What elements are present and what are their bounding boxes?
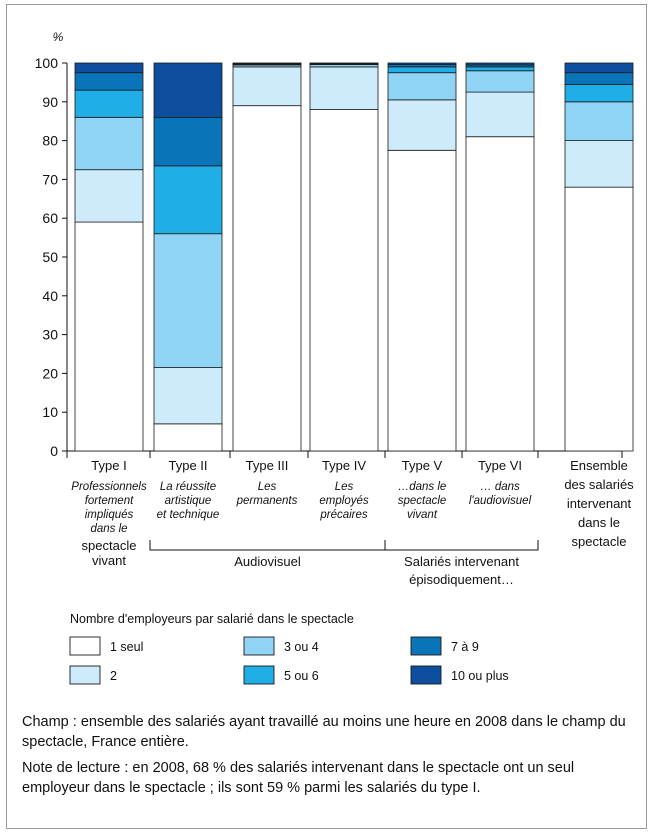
category-description: dans le (90, 523, 127, 535)
bar-segment (153, 116, 223, 167)
bar-segment (465, 91, 535, 138)
legend-swatch (410, 636, 442, 656)
legend-label: 5 ou 6 (284, 669, 319, 683)
category-description: … dans (480, 481, 520, 493)
category-description: spectacle (398, 495, 447, 507)
legend-swatch (243, 665, 275, 685)
bar-segment (387, 72, 457, 101)
bar-segment (465, 70, 535, 93)
y-unit-label: % (53, 30, 64, 44)
bar-segment (309, 66, 379, 110)
legend-label: 10 ou plus (451, 669, 509, 683)
bar-segment (232, 62, 302, 65)
y-tick-label: 40 (42, 288, 58, 304)
category-description: permanents (236, 495, 298, 507)
y-tick-label: 30 (42, 327, 58, 343)
group-bracket (384, 540, 539, 551)
stacked-bar-chart: % 0 10 20 30 40 50 60 70 80 90 100 Type I Professio… (35, 30, 634, 685)
legend-swatch (410, 665, 442, 685)
category-description: La réussite (160, 481, 216, 493)
bar-segment (564, 101, 634, 142)
bar-segment (153, 367, 223, 425)
y-tick-label: 10 (42, 404, 58, 420)
bar-segment (564, 186, 634, 452)
chart-notes: Champ : ensemble des salariés ayant trav… (22, 712, 632, 804)
bar-segment (74, 89, 144, 118)
bar-segment (74, 169, 144, 223)
bar-segment (387, 99, 457, 151)
bar-segment (74, 116, 144, 171)
y-tick-label: 80 (42, 133, 58, 149)
bar-segment (387, 62, 457, 65)
y-tick-label: 50 (42, 249, 58, 265)
category-label: Type V (402, 458, 443, 473)
bar-segment (74, 62, 144, 74)
category-description: spectacle (572, 534, 627, 549)
group-label: Audiovisuel (234, 554, 301, 569)
category-description: artistique (165, 495, 212, 507)
category-label: Type I (91, 458, 126, 473)
category-description: impliqués (85, 509, 134, 521)
legend-label: 1 seul (110, 640, 143, 654)
category-description: employés (319, 495, 368, 507)
y-tick-label: 0 (50, 443, 58, 459)
category-description: intervenant (567, 496, 632, 511)
bar-segment (232, 66, 302, 107)
note-lecture: Note de lecture : en 2008, 68 % des sala… (22, 760, 575, 796)
category-label: Type III (246, 458, 289, 473)
category-description: dans le (578, 515, 620, 530)
bar-segment (387, 66, 457, 74)
bar-segment (153, 165, 223, 235)
bar-segment (153, 233, 223, 368)
bar-segment (232, 105, 302, 452)
bar-segment (564, 140, 634, 188)
bar-segment (564, 72, 634, 85)
category-description: précaires (319, 509, 368, 521)
category-description: spectacle (82, 538, 137, 553)
bar-segment (564, 83, 634, 103)
bar-segment (309, 109, 379, 452)
bar-segment (465, 62, 535, 66)
legend-label: 2 (110, 669, 117, 683)
category-description: fortement (85, 495, 134, 507)
bar-segment (465, 136, 535, 452)
legend-title: Nombre d'employeurs par salarié dans le … (70, 612, 354, 626)
y-tick-label: 20 (42, 365, 58, 381)
group-bracket (149, 540, 386, 551)
bar-segment (74, 221, 144, 452)
category-description: et technique (157, 509, 220, 521)
category-description: Les (258, 481, 277, 493)
bar-segment (564, 62, 634, 74)
category-label: Type IV (322, 458, 366, 473)
y-tick-label: 100 (35, 55, 59, 71)
legend-label: 3 ou 4 (284, 640, 319, 654)
note-champ: Champ : ensemble des salariés ayant trav… (22, 714, 626, 750)
legend-swatch (69, 665, 101, 685)
category-description: Ensemble (570, 458, 628, 473)
category-label: Type II (168, 458, 207, 473)
y-tick-label: 70 (42, 171, 58, 187)
category-description: Professionnels (71, 481, 147, 493)
bar-segment (74, 72, 144, 91)
bar-segment (465, 66, 535, 72)
category-description: vivant (407, 509, 438, 521)
group-label: épisodiquement… (409, 572, 514, 587)
category-label: Type VI (478, 458, 522, 473)
bar-segment (387, 149, 457, 452)
category-description: …dans le (398, 481, 447, 493)
group-label: Salariés intervenant (404, 554, 519, 569)
bar-segment (153, 423, 223, 452)
legend-label: 7 à 9 (451, 640, 479, 654)
category-description: des salariés (564, 477, 634, 492)
y-tick-label: 90 (42, 94, 58, 110)
legend-swatch (69, 636, 101, 656)
legend-swatch (243, 636, 275, 656)
y-tick-label: 60 (42, 210, 58, 226)
category-description: vivant (92, 553, 126, 568)
category-description: Les (335, 481, 354, 493)
category-description: l'audiovisuel (469, 495, 532, 507)
bar-segment (153, 62, 223, 118)
